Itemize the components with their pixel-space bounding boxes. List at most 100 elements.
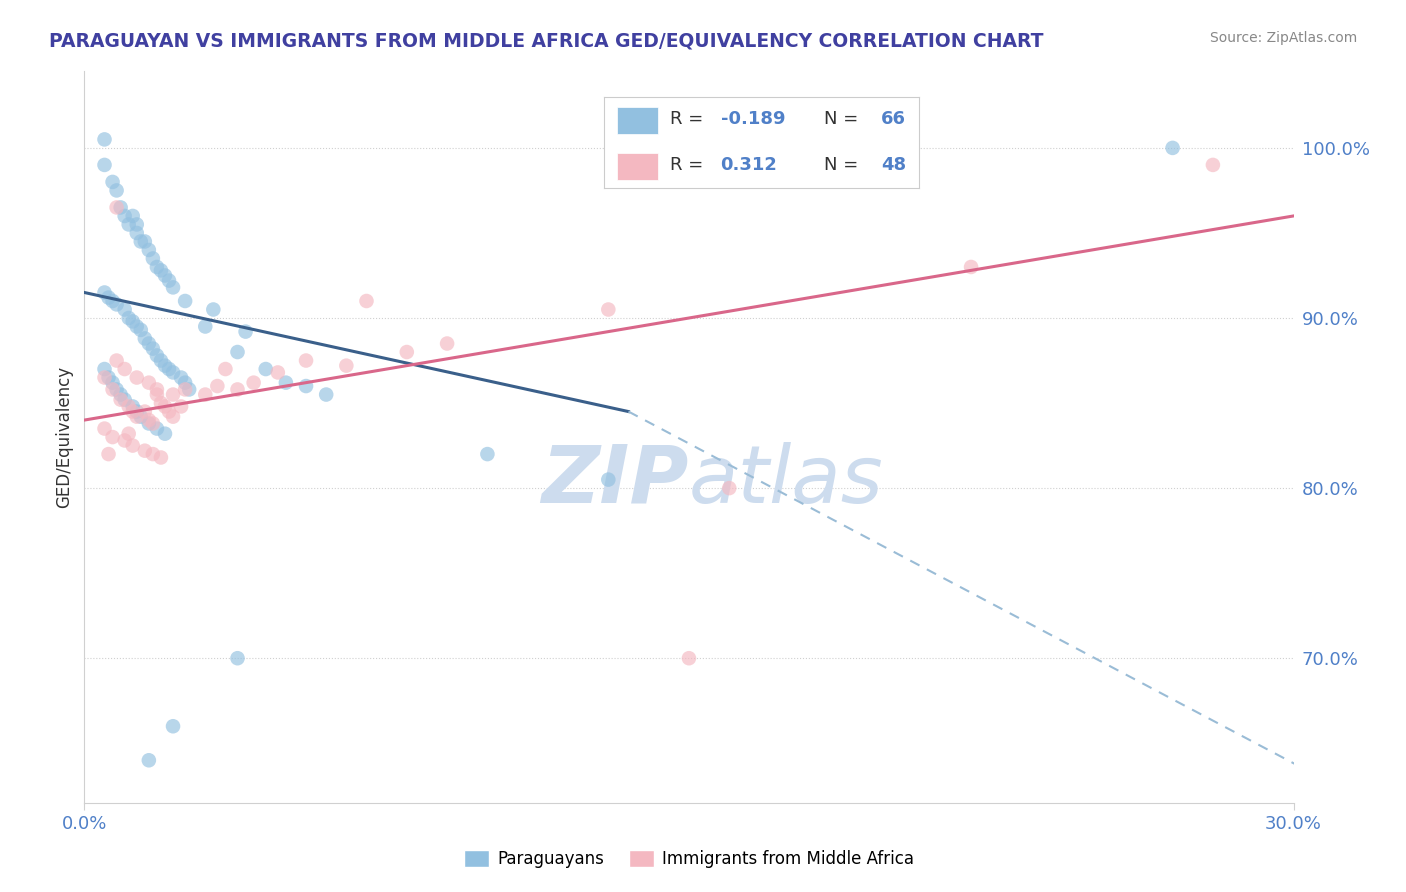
Point xyxy=(129,409,152,424)
Point xyxy=(93,285,115,300)
Point xyxy=(202,302,225,317)
Point xyxy=(718,481,741,495)
Point xyxy=(121,314,143,328)
Point xyxy=(118,218,141,232)
Point xyxy=(149,263,172,277)
Point xyxy=(138,336,160,351)
Point xyxy=(142,342,165,356)
Point xyxy=(118,311,141,326)
Point xyxy=(101,383,124,397)
Point xyxy=(105,383,128,397)
Point xyxy=(93,158,115,172)
Point xyxy=(162,409,184,424)
Point xyxy=(207,379,229,393)
Point xyxy=(1202,158,1225,172)
Point xyxy=(118,400,141,414)
Point xyxy=(110,392,132,407)
Point xyxy=(97,447,120,461)
Point xyxy=(134,404,156,418)
Point xyxy=(114,392,136,407)
Point xyxy=(125,319,148,334)
Point xyxy=(142,447,165,461)
Point xyxy=(125,218,148,232)
Point xyxy=(93,132,115,146)
Point xyxy=(105,297,128,311)
Point xyxy=(226,383,249,397)
Point xyxy=(138,376,160,390)
Point xyxy=(267,366,290,380)
Point xyxy=(125,409,148,424)
Text: Source: ZipAtlas.com: Source: ZipAtlas.com xyxy=(1209,31,1357,45)
Point xyxy=(295,379,318,393)
Point xyxy=(101,430,124,444)
Point xyxy=(170,370,193,384)
Point xyxy=(146,383,169,397)
Point xyxy=(121,404,143,418)
Point xyxy=(157,362,180,376)
Point xyxy=(114,302,136,317)
Point xyxy=(105,201,128,215)
Point xyxy=(146,260,169,274)
Point xyxy=(93,421,115,435)
Legend: Paraguayans, Immigrants from Middle Africa: Paraguayans, Immigrants from Middle Afri… xyxy=(457,844,921,875)
Point xyxy=(101,175,124,189)
Point xyxy=(149,450,172,465)
Point xyxy=(436,336,458,351)
Point xyxy=(125,226,148,240)
Point xyxy=(129,235,152,249)
Point xyxy=(315,387,337,401)
Point xyxy=(226,651,249,665)
Point xyxy=(477,447,499,461)
Point xyxy=(395,345,418,359)
Point xyxy=(598,473,620,487)
Point xyxy=(114,434,136,448)
Point xyxy=(295,353,318,368)
Point xyxy=(153,426,176,441)
Point xyxy=(105,353,128,368)
Point xyxy=(235,325,257,339)
Point xyxy=(162,280,184,294)
Point xyxy=(146,348,169,362)
Point xyxy=(170,400,193,414)
Point xyxy=(162,719,184,733)
Point xyxy=(194,387,217,401)
Point xyxy=(149,396,172,410)
Point xyxy=(179,383,201,397)
Point xyxy=(138,413,160,427)
Point xyxy=(157,404,180,418)
Point xyxy=(174,293,197,308)
Point xyxy=(138,417,160,431)
Point xyxy=(174,383,197,397)
Point xyxy=(356,293,378,308)
Point xyxy=(101,376,124,390)
Point xyxy=(153,400,176,414)
Text: ZIP: ZIP xyxy=(541,442,689,520)
Point xyxy=(134,331,156,345)
Point xyxy=(118,426,141,441)
Point xyxy=(125,404,148,418)
Point xyxy=(335,359,357,373)
Point xyxy=(149,353,172,368)
Point xyxy=(162,366,184,380)
Point xyxy=(110,387,132,401)
Point xyxy=(97,291,120,305)
Point xyxy=(1161,141,1184,155)
Point xyxy=(142,417,165,431)
Point xyxy=(134,235,156,249)
Point xyxy=(105,183,128,197)
Point xyxy=(114,362,136,376)
Point xyxy=(153,359,176,373)
Point xyxy=(121,209,143,223)
Point xyxy=(598,302,620,317)
Text: atlas: atlas xyxy=(689,442,884,520)
Point xyxy=(254,362,277,376)
Point xyxy=(125,370,148,384)
Point xyxy=(146,421,169,435)
Point xyxy=(121,400,143,414)
Point xyxy=(214,362,236,376)
Text: PARAGUAYAN VS IMMIGRANTS FROM MIDDLE AFRICA GED/EQUIVALENCY CORRELATION CHART: PARAGUAYAN VS IMMIGRANTS FROM MIDDLE AFR… xyxy=(49,31,1043,50)
Point xyxy=(194,319,217,334)
Point xyxy=(162,387,184,401)
Point xyxy=(114,209,136,223)
Point xyxy=(153,268,176,283)
